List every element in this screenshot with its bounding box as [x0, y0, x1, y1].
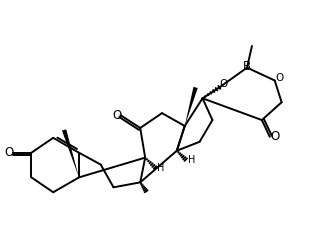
Text: O: O [4, 146, 13, 159]
Text: B: B [243, 60, 251, 73]
Text: O: O [219, 80, 227, 90]
Text: H: H [157, 162, 165, 172]
Text: O: O [112, 108, 121, 122]
Text: H: H [188, 154, 195, 164]
Text: O: O [276, 72, 284, 83]
Text: O: O [270, 130, 279, 143]
Polygon shape [185, 87, 198, 126]
Polygon shape [62, 129, 79, 178]
